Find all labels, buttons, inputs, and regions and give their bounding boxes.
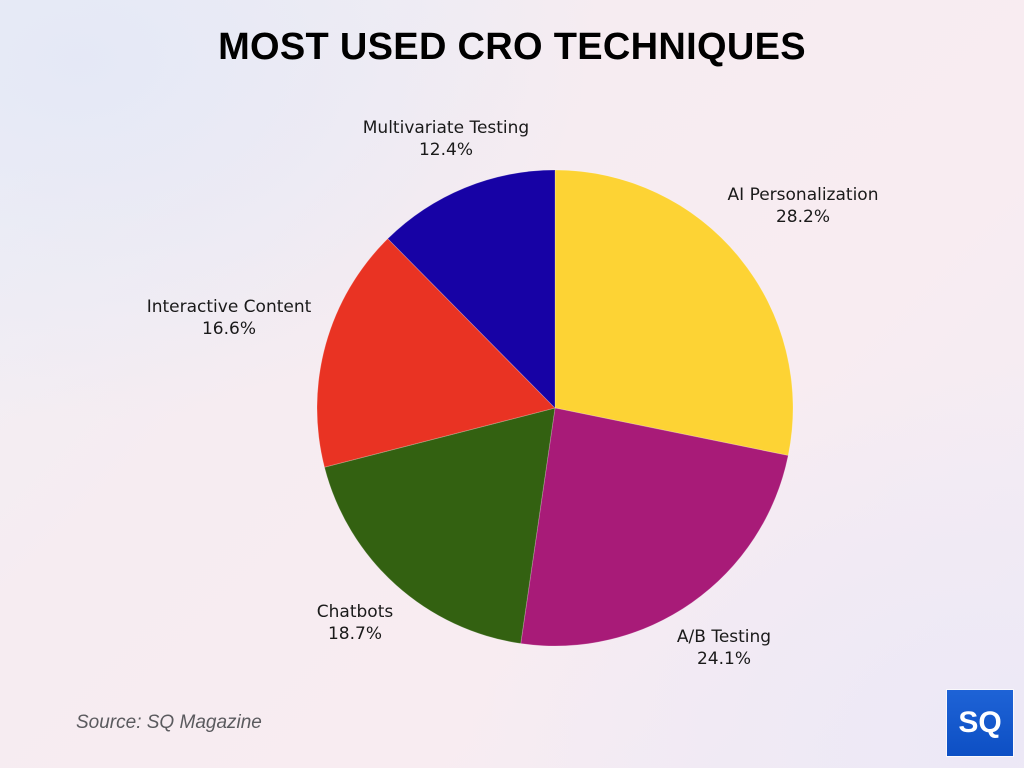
label-interactive-content: Interactive Content 16.6% [147, 296, 312, 340]
pie-slice-ai-personalization [554, 169, 794, 457]
pie-slices [316, 169, 794, 647]
slice-percent: 18.7% [327, 624, 383, 644]
slice-percent: 16.6% [201, 319, 256, 339]
slice-name: Chatbots [316, 602, 394, 622]
label-ab-testing: A/B Testing 24.1% [677, 626, 771, 670]
pie-slice-multivariate-testing [387, 169, 556, 409]
slice-name: Interactive Content [146, 297, 312, 317]
slice-percent: 12.4% [418, 140, 473, 160]
slice-percent: 24.1% [696, 649, 752, 669]
source-caption: Source: SQ Magazine [76, 712, 262, 733]
label-ai-personalization: AI Personalization 28.2% [728, 184, 879, 228]
chart-title: MOST USED CRO TECHNIQUES [218, 26, 806, 68]
pie-slice-ab-testing [520, 407, 789, 647]
slice-name: A/B Testing [676, 627, 772, 647]
slice-percent: 28.2% [775, 207, 831, 227]
pie-slice-interactive-content [316, 238, 556, 468]
sq-magazine-logo: SQ [947, 690, 1013, 756]
logo-text: SQ [958, 706, 1002, 739]
slice-name: AI Personalization [727, 185, 879, 205]
label-chatbots: Chatbots 18.7% [317, 601, 393, 645]
label-multivariate-testing: Multivariate Testing 12.4% [363, 117, 529, 161]
slice-name: Multivariate Testing [362, 118, 530, 138]
pie-slice-chatbots [323, 407, 556, 644]
